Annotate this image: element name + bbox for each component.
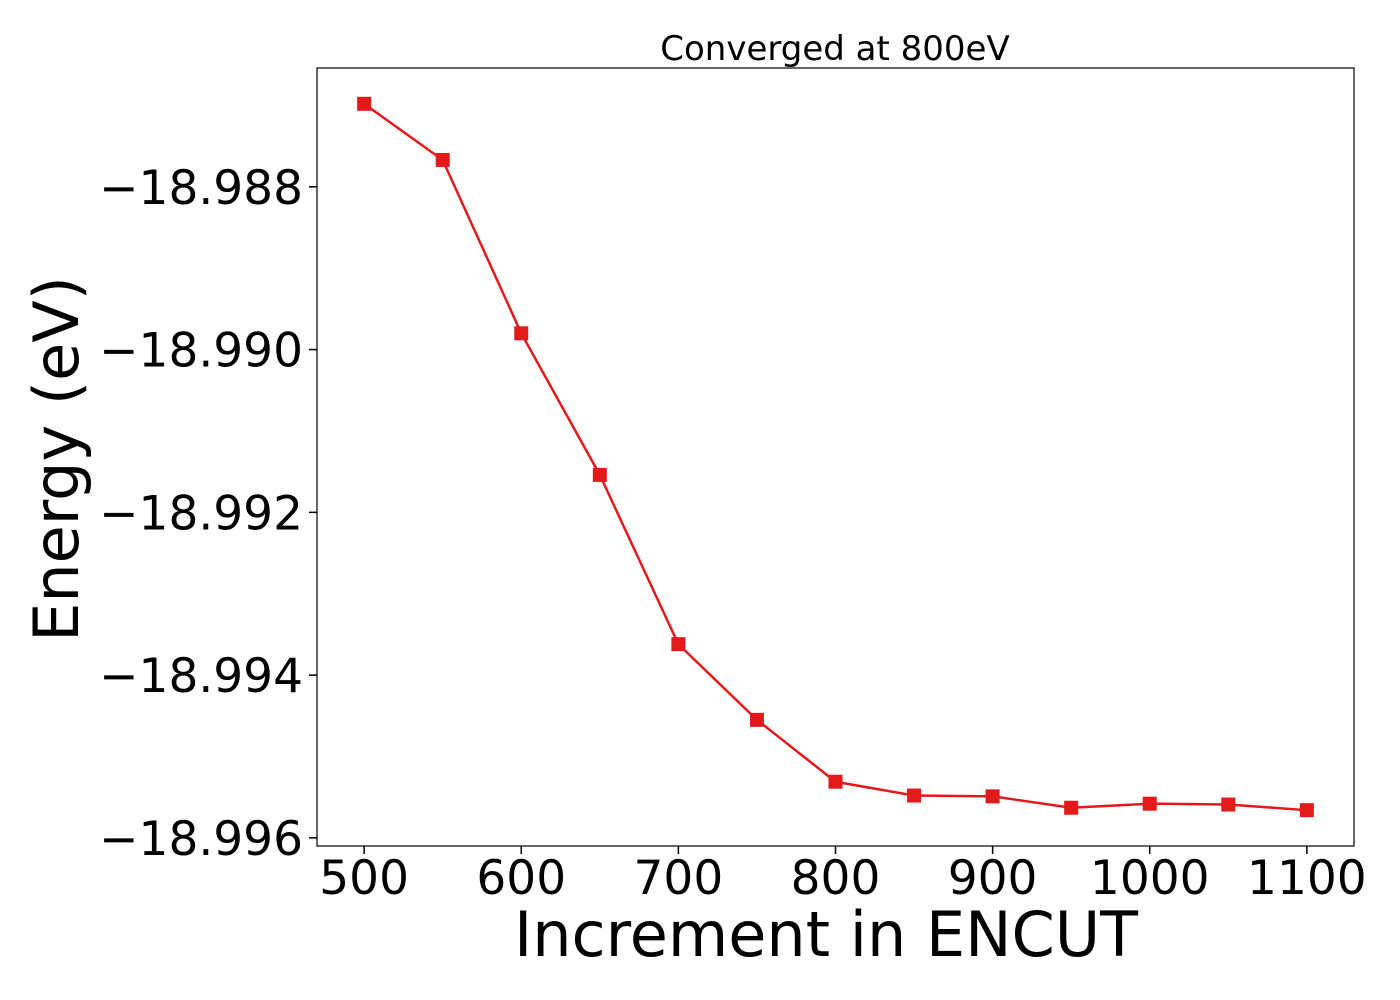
y-axis-ticks: −18.988 −18.990 −18.992 −18.994 −18.996: [99, 161, 317, 867]
y-tick-label: −18.988: [99, 161, 303, 216]
data-point-marker: [514, 326, 529, 341]
data-point-marker: [671, 637, 686, 652]
data-point-marker: [985, 789, 1000, 804]
data-point-marker: [1142, 796, 1157, 811]
data-point-marker: [1299, 803, 1314, 818]
data-point-marker: [907, 788, 922, 803]
x-axis-label: Increment in ENCUT: [514, 898, 1139, 971]
x-tick-label: 1100: [1247, 851, 1367, 906]
y-tick-label: −18.992: [99, 486, 303, 541]
data-point-marker: [435, 152, 450, 167]
y-tick-label: −18.994: [99, 649, 303, 704]
x-tick-label: 700: [634, 851, 724, 906]
x-tick-label: 500: [319, 851, 409, 906]
x-tick-label: 1000: [1090, 851, 1210, 906]
data-point-marker: [749, 712, 764, 727]
x-tick-label: 600: [476, 851, 566, 906]
data-point-marker: [1064, 800, 1079, 815]
y-tick-label: −18.996: [99, 812, 303, 867]
plot-area: [357, 96, 1314, 818]
data-point-marker: [828, 774, 843, 789]
x-tick-label: 800: [791, 851, 881, 906]
y-axis-label: Energy (eV): [20, 276, 93, 642]
data-point-marker: [357, 96, 372, 111]
y-tick-label: −18.990: [99, 324, 303, 379]
data-point-marker: [1221, 797, 1236, 812]
x-axis-ticks: 500 600 700 800 900 1000 1100: [319, 846, 1367, 906]
chart-title: Converged at 800eV: [660, 29, 1009, 69]
x-tick-label: 900: [948, 851, 1038, 906]
data-point-marker: [592, 467, 607, 482]
